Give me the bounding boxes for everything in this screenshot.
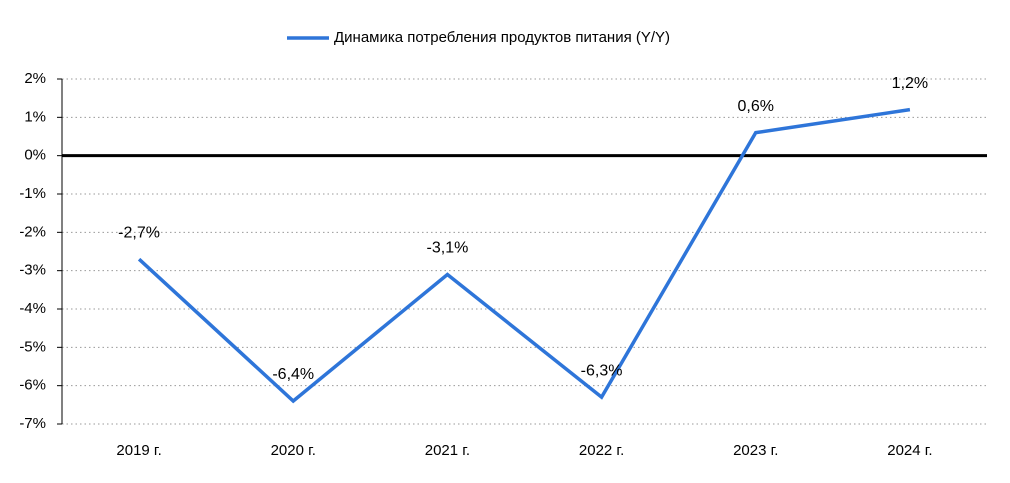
x-tick-label: 2020 г. <box>271 442 316 459</box>
y-tick-label: 0% <box>24 147 46 164</box>
x-tick-label: 2021 г. <box>425 442 470 459</box>
series-line <box>137 107 911 404</box>
y-tick-label: -4% <box>19 300 46 317</box>
y-tick-label: 1% <box>24 108 46 125</box>
data-label: -6,4% <box>272 366 314 383</box>
data-label: -2,7% <box>118 224 160 241</box>
y-tick-label: -6% <box>19 377 46 394</box>
x-tick-label: 2024 г. <box>887 442 932 459</box>
x-tick-label: 2019 г. <box>116 442 161 459</box>
x-tick-label: 2022 г. <box>579 442 624 459</box>
y-tick-label: -3% <box>19 262 46 279</box>
y-tick-label: -1% <box>19 185 46 202</box>
y-tick-label: -7% <box>19 415 46 432</box>
y-tick-label: 2% <box>24 70 46 87</box>
data-label: 0,6% <box>738 98 774 115</box>
data-label: 1,2% <box>892 75 928 92</box>
x-tick-label: 2023 г. <box>733 442 778 459</box>
y-tick-label: -2% <box>19 223 46 240</box>
y-tick-label: -5% <box>19 338 46 355</box>
data-label: -6,3% <box>581 362 623 379</box>
data-label: -3,1% <box>427 240 469 257</box>
legend-label: Динамика потребления продуктов питания (… <box>334 29 670 46</box>
